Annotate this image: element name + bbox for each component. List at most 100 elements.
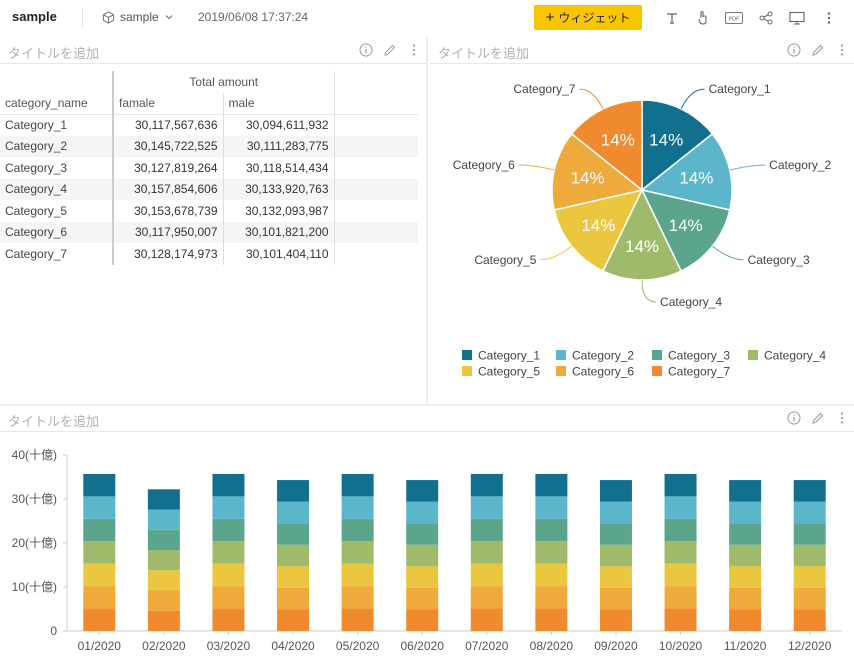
- bar-panel-title[interactable]: タイトルを追加: [8, 414, 100, 429]
- bar-segment-category-1[interactable]: [535, 473, 568, 497]
- bar-segment-category-1[interactable]: [406, 480, 439, 502]
- bar-segment-category-2[interactable]: [341, 496, 374, 519]
- legend-item[interactable]: Category_2: [556, 349, 634, 363]
- bar-segment-category-6[interactable]: [729, 587, 762, 610]
- bar-segment-category-4[interactable]: [406, 544, 439, 567]
- bar-segment-category-5[interactable]: [535, 563, 568, 587]
- bar-segment-category-1[interactable]: [599, 480, 632, 502]
- bar-segment-category-5[interactable]: [277, 566, 310, 588]
- add-widget-button[interactable]: + ウィジェット: [534, 5, 642, 30]
- bar-segment-category-5[interactable]: [406, 566, 439, 588]
- bar-segment-category-6[interactable]: [664, 586, 697, 609]
- bar-segment-category-2[interactable]: [147, 509, 180, 530]
- bar-segment-category-6[interactable]: [147, 590, 180, 611]
- bar-segment-category-6[interactable]: [277, 587, 310, 610]
- bar-segment-category-7[interactable]: [147, 610, 180, 631]
- bar-segment-category-3[interactable]: [664, 518, 697, 542]
- bar-segment-category-6[interactable]: [212, 586, 245, 609]
- bar-segment-category-7[interactable]: [729, 609, 762, 631]
- bar-segment-category-3[interactable]: [277, 523, 310, 545]
- edit-icon[interactable]: [382, 42, 398, 58]
- bar-segment-category-5[interactable]: [664, 563, 697, 587]
- bar-segment-category-4[interactable]: [599, 544, 632, 567]
- bar-segment-category-4[interactable]: [535, 541, 568, 564]
- bar-segment-category-3[interactable]: [470, 518, 503, 542]
- bar-segment-category-4[interactable]: [83, 541, 116, 564]
- info-icon[interactable]: [358, 42, 374, 58]
- legend-item[interactable]: Category_6: [556, 365, 634, 379]
- bar-segment-category-3[interactable]: [599, 523, 632, 545]
- bar-segment-category-4[interactable]: [793, 544, 826, 567]
- bar-segment-category-6[interactable]: [470, 586, 503, 609]
- pie-slice-category-6[interactable]: [551, 132, 644, 211]
- column-header-famale[interactable]: famale: [112, 92, 223, 115]
- bar-segment-category-4[interactable]: [729, 544, 762, 567]
- hand-icon[interactable]: [694, 9, 712, 27]
- bar-segment-category-3[interactable]: [341, 518, 374, 542]
- bar-segment-category-7[interactable]: [406, 609, 439, 631]
- share-icon[interactable]: [757, 9, 775, 27]
- column-header-male[interactable]: male: [222, 92, 334, 115]
- bar-segment-category-2[interactable]: [599, 501, 632, 524]
- pie-slice-category-3[interactable]: [640, 188, 731, 273]
- bar-segment-category-1[interactable]: [470, 473, 503, 497]
- bar-segment-category-1[interactable]: [147, 489, 180, 510]
- pie-slice-category-4[interactable]: [601, 188, 683, 281]
- bar-segment-category-2[interactable]: [793, 501, 826, 524]
- bar-segment-category-7[interactable]: [83, 608, 116, 631]
- bar-segment-category-2[interactable]: [535, 496, 568, 519]
- bar-segment-category-2[interactable]: [664, 496, 697, 519]
- bar-segment-category-1[interactable]: [793, 480, 826, 502]
- text-icon[interactable]: [663, 9, 681, 27]
- bar-segment-category-4[interactable]: [212, 541, 245, 564]
- bar-segment-category-2[interactable]: [470, 496, 503, 519]
- bar-segment-category-6[interactable]: [599, 587, 632, 610]
- bar-segment-category-5[interactable]: [212, 563, 245, 587]
- bar-segment-category-2[interactable]: [277, 501, 310, 524]
- bar-segment-category-1[interactable]: [341, 473, 374, 497]
- bar-segment-category-3[interactable]: [406, 523, 439, 545]
- bar-segment-category-6[interactable]: [341, 586, 374, 609]
- pie-slice-category-5[interactable]: [553, 188, 644, 273]
- pie-slice-category-1[interactable]: [641, 99, 714, 192]
- bar-segment-category-7[interactable]: [470, 608, 503, 631]
- bar-segment-category-1[interactable]: [664, 473, 697, 497]
- bar-segment-category-6[interactable]: [83, 586, 116, 609]
- bar-segment-category-3[interactable]: [147, 529, 180, 551]
- bar-segment-category-6[interactable]: [406, 587, 439, 610]
- pie-panel-title[interactable]: タイトルを追加: [438, 46, 530, 61]
- bar-segment-category-5[interactable]: [83, 563, 116, 587]
- more-icon[interactable]: [820, 9, 838, 27]
- bar-segment-category-4[interactable]: [664, 541, 697, 564]
- bar-segment-category-7[interactable]: [341, 608, 374, 631]
- panel-more-icon[interactable]: [834, 42, 850, 58]
- legend-item[interactable]: Category_7: [652, 365, 730, 379]
- legend-item[interactable]: Category_4: [748, 349, 826, 363]
- bar-segment-category-4[interactable]: [147, 550, 180, 571]
- bar-segment-category-3[interactable]: [729, 523, 762, 545]
- pie-slice-category-7[interactable]: [570, 99, 643, 192]
- edit-icon[interactable]: [810, 410, 826, 426]
- bar-segment-category-1[interactable]: [212, 473, 245, 497]
- screen-icon[interactable]: [788, 9, 806, 27]
- bar-segment-category-3[interactable]: [212, 518, 245, 542]
- bar-segment-category-2[interactable]: [83, 496, 116, 519]
- bar-segment-category-7[interactable]: [212, 608, 245, 631]
- edit-icon[interactable]: [810, 42, 826, 58]
- bar-segment-category-6[interactable]: [793, 587, 826, 610]
- legend-item[interactable]: Category_1: [462, 349, 540, 363]
- bar-segment-category-6[interactable]: [535, 586, 568, 609]
- bar-segment-category-7[interactable]: [793, 609, 826, 631]
- bar-segment-category-3[interactable]: [83, 518, 116, 542]
- bar-segment-category-7[interactable]: [277, 609, 310, 631]
- bar-segment-category-7[interactable]: [535, 608, 568, 631]
- pie-slice-category-2[interactable]: [640, 132, 733, 211]
- bar-segment-category-1[interactable]: [729, 480, 762, 502]
- legend-item[interactable]: Category_5: [462, 365, 540, 379]
- info-icon[interactable]: [786, 410, 802, 426]
- bar-segment-category-7[interactable]: [664, 608, 697, 631]
- bar-segment-category-7[interactable]: [599, 609, 632, 631]
- bar-segment-category-3[interactable]: [535, 518, 568, 542]
- bar-segment-category-3[interactable]: [793, 523, 826, 545]
- bar-segment-category-5[interactable]: [341, 563, 374, 587]
